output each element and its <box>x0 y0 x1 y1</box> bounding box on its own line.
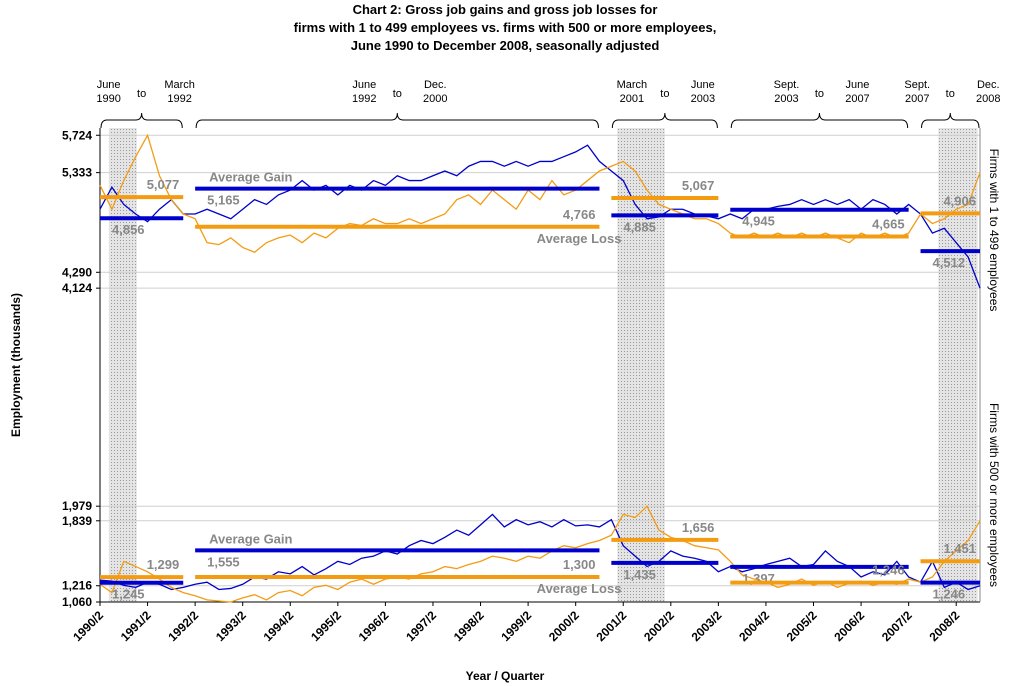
average-value: 1,245 <box>112 587 145 602</box>
period-end: 2000 <box>423 93 447 105</box>
period-start: 2001 <box>620 93 644 105</box>
y-tick-label: 4,124 <box>62 281 92 295</box>
period-start: 1990 <box>96 93 120 105</box>
period-to: to <box>393 88 402 100</box>
x-tick-label: 2001/2 <box>594 608 630 644</box>
x-tick-label: 2002/2 <box>641 608 677 644</box>
period-end: 2007 <box>845 93 869 105</box>
period-start: 2003 <box>774 93 798 105</box>
period-brace <box>100 112 183 129</box>
average-value: 1,435 <box>623 567 656 582</box>
average-loss-label: Average Loss <box>537 231 622 246</box>
x-tick-label: 1992/2 <box>165 608 201 644</box>
average-value: 4,766 <box>563 207 596 222</box>
period-end: 2003 <box>691 93 715 105</box>
period-end: March <box>164 79 195 91</box>
period-end: 2008 <box>976 93 1000 105</box>
shaded-period <box>617 128 665 602</box>
x-tick-label: 2008/2 <box>926 608 962 644</box>
period-end: June <box>846 79 870 91</box>
chart-title: Chart 2: Gross job gains and gross job l… <box>353 2 658 17</box>
average-value: 1,246 <box>872 563 905 578</box>
average-loss-label: Average Loss <box>537 581 622 596</box>
average-value: 4,885 <box>623 219 656 234</box>
x-tick-label: 2004/2 <box>736 608 772 644</box>
panel-label: Firms with 500 or more employees <box>987 403 1001 587</box>
period-end: Dec. <box>424 79 447 91</box>
average-value: 1,555 <box>207 554 240 569</box>
period-to: to <box>137 88 146 100</box>
panel-label: Firms with 1 to 499 employees <box>987 149 1001 312</box>
average-value: 1,300 <box>563 557 596 572</box>
x-tick-label: 1991/2 <box>118 608 154 644</box>
period-brace <box>730 112 909 129</box>
y-tick-label: 1,060 <box>62 595 92 609</box>
period-to: to <box>815 88 824 100</box>
average-value: 1,299 <box>147 557 180 572</box>
shaded-period <box>108 128 137 602</box>
average-value: 4,665 <box>872 216 905 231</box>
series-line <box>99 505 981 603</box>
period-start: Sept. <box>904 79 930 91</box>
x-tick-label: 2005/2 <box>784 608 820 644</box>
x-tick-label: 1999/2 <box>498 608 534 644</box>
x-tick-label: 1995/2 <box>308 608 344 644</box>
x-tick-label: 1996/2 <box>356 608 392 644</box>
x-tick-label: 1990/2 <box>70 608 106 644</box>
period-end: 1992 <box>167 93 191 105</box>
period-start: June <box>352 79 376 91</box>
series-line <box>99 144 981 289</box>
x-tick-label: 1997/2 <box>403 608 439 644</box>
x-tick-label: 1998/2 <box>451 608 487 644</box>
x-tick-label: 2006/2 <box>831 608 867 644</box>
average-gain-label: Average Gain <box>209 531 292 546</box>
y-tick-label: 1,979 <box>62 499 92 513</box>
average-value: 5,165 <box>207 193 240 208</box>
period-end: Dec. <box>977 79 1000 91</box>
average-value: 1,656 <box>682 520 715 535</box>
average-value: 4,512 <box>933 255 966 270</box>
x-tick-label: 2000/2 <box>546 608 582 644</box>
x-tick-label: 1994/2 <box>261 608 297 644</box>
period-start: June <box>97 79 121 91</box>
y-tick-label: 1,839 <box>62 514 92 528</box>
average-value: 4,856 <box>112 222 145 237</box>
period-end: June <box>691 79 715 91</box>
period-brace <box>195 112 599 129</box>
period-brace <box>611 112 718 129</box>
y-tick-label: 4,290 <box>62 265 92 279</box>
average-value: 4,945 <box>742 214 775 229</box>
period-start: 1992 <box>352 93 376 105</box>
y-axis-title: Employment (thousands) <box>9 293 23 437</box>
period-start: March <box>617 79 648 91</box>
period-to: to <box>660 88 669 100</box>
average-gain-label: Average Gain <box>209 170 292 185</box>
period-to: to <box>946 88 955 100</box>
chart-title: June 1990 to December 2008, seasonally a… <box>351 38 660 53</box>
x-tick-label: 2003/2 <box>689 608 725 644</box>
y-tick-label: 5,724 <box>62 128 92 142</box>
average-value: 5,077 <box>147 177 180 192</box>
series-line <box>99 513 981 591</box>
shaded-period <box>938 128 978 602</box>
period-brace <box>921 112 980 129</box>
x-tick-label: 1993/2 <box>213 608 249 644</box>
chart-title: firms with 1 to 499 employees vs. firms … <box>294 20 717 35</box>
x-axis-title: Year / Quarter <box>466 669 545 683</box>
average-value: 4,906 <box>943 193 976 208</box>
x-tick-label: 2007/2 <box>879 608 915 644</box>
y-tick-label: 5,333 <box>62 166 92 180</box>
average-value: 1,451 <box>943 541 976 556</box>
average-value: 1,246 <box>933 587 966 602</box>
average-value: 5,067 <box>682 178 715 193</box>
period-start: 2007 <box>905 93 929 105</box>
y-tick-label: 1,216 <box>62 579 92 593</box>
period-start: Sept. <box>774 79 800 91</box>
